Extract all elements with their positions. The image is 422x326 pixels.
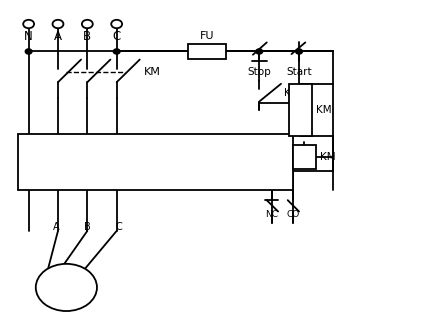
Circle shape [82, 20, 93, 28]
Text: CO: CO [286, 210, 299, 219]
Circle shape [23, 20, 34, 28]
Text: Stop: Stop [247, 67, 271, 78]
Text: B: B [84, 222, 91, 232]
Text: KM: KM [320, 152, 335, 162]
Text: KM: KM [284, 88, 299, 98]
Text: KM: KM [144, 67, 161, 77]
Bar [289, 84, 311, 136]
Circle shape [36, 264, 97, 311]
Circle shape [52, 20, 63, 28]
Text: M: M [58, 278, 75, 296]
Text: C: C [115, 222, 122, 232]
Circle shape [25, 49, 32, 54]
Circle shape [111, 20, 122, 28]
Text: B: B [83, 30, 92, 43]
Circle shape [256, 49, 262, 54]
Bar [293, 145, 316, 170]
Text: A: A [53, 222, 59, 232]
Text: NC: NC [265, 210, 278, 219]
Text: 220V: 220V [256, 137, 281, 147]
Text: A: A [54, 30, 62, 43]
Text: C: C [113, 30, 121, 43]
Bar [18, 134, 293, 190]
Text: FU: FU [200, 31, 214, 41]
Text: N: N [24, 30, 33, 43]
Circle shape [114, 49, 120, 54]
Bar [188, 44, 226, 59]
Circle shape [296, 49, 303, 54]
Text: KM: KM [316, 105, 331, 115]
Text: ~: ~ [256, 142, 266, 155]
Text: JD-5S/5C: JD-5S/5C [90, 153, 177, 171]
Text: Start: Start [286, 67, 312, 78]
